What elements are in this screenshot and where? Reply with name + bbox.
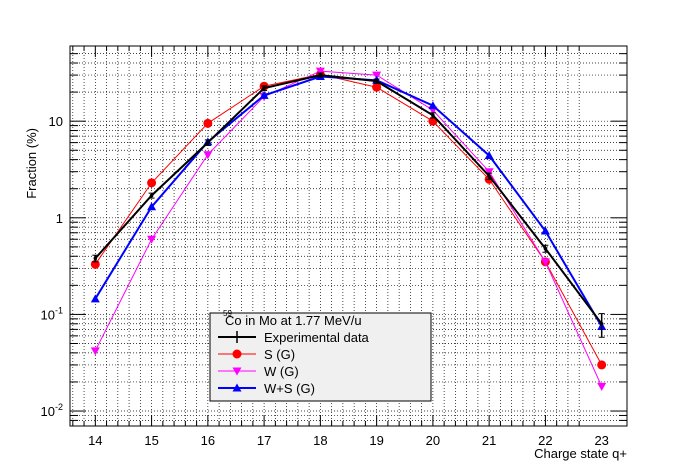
- legend-title-superscript: 59: [223, 309, 232, 318]
- series-layer: [90, 67, 607, 391]
- x-tick-label: 15: [144, 433, 158, 448]
- data-point: [428, 101, 438, 110]
- y-tick-label: 10: [49, 114, 63, 129]
- series-line: [94, 73, 603, 366]
- data-point: [540, 226, 550, 235]
- series-line: [94, 70, 603, 387]
- data-point: [372, 71, 382, 80]
- legend-label: W+S (G): [264, 381, 315, 396]
- data-point: [147, 235, 157, 244]
- data-point: [484, 168, 494, 177]
- data-point: [315, 67, 325, 76]
- legend: 59 Co in Mo at 1.77 MeV/u Experimental d…: [209, 309, 432, 402]
- data-point: [149, 193, 154, 198]
- data-point: [543, 246, 548, 251]
- x-axis-title: Charge state q+: [534, 446, 627, 461]
- data-point: [484, 151, 494, 160]
- x-tick-label: 22: [538, 433, 552, 448]
- legend-entry: W+S (G): [218, 381, 315, 396]
- x-tick-label: 21: [482, 433, 496, 448]
- x-tick-label: 16: [201, 433, 215, 448]
- data-point: [487, 174, 491, 178]
- legend-entry: Experimental data: [218, 330, 370, 345]
- legend-marker: [232, 383, 242, 392]
- x-tick-label: 19: [369, 433, 383, 448]
- data-point: [147, 178, 157, 188]
- axis-ticks: [70, 45, 627, 427]
- plot-frame: [69, 45, 628, 427]
- x-tick-label: 14: [88, 433, 102, 448]
- legend-label: W (G): [264, 364, 299, 379]
- data-point: [93, 256, 98, 261]
- x-tick-label: 23: [594, 433, 608, 448]
- data-point: [540, 258, 550, 267]
- tick-labels: 14 15 16 17 18 19 20 21 22 23 10-2 10-1 1 10: [41, 114, 609, 448]
- data-point: [599, 321, 604, 326]
- legend-label: S (G): [264, 347, 295, 362]
- legend-marker: [232, 349, 242, 359]
- data-point: [318, 73, 323, 77]
- y-tick-label: 1: [56, 211, 63, 226]
- legend-label: Experimental data: [264, 330, 370, 345]
- y-tick-label: 10-1: [41, 305, 63, 322]
- y-axis-title: Fraction (%): [24, 128, 39, 199]
- data-point: [597, 382, 607, 391]
- legend-entry: S (G): [218, 347, 295, 362]
- data-point: [259, 90, 269, 99]
- y-tick-label: 10-2: [41, 402, 63, 419]
- data-point: [597, 360, 607, 370]
- x-tick-label: 17: [257, 433, 271, 448]
- data-point: [203, 118, 213, 128]
- legend-entry: W (G): [218, 364, 299, 379]
- legend-marker: [232, 367, 242, 376]
- data-point: [262, 86, 266, 90]
- data-point: [374, 79, 379, 83]
- x-tick-label: 18: [313, 433, 327, 448]
- data-point: [90, 294, 100, 303]
- series-line: [94, 74, 603, 325]
- data-point: [90, 347, 100, 356]
- data-point: [372, 82, 382, 92]
- data-point: [431, 113, 435, 118]
- x-tick-label: 20: [426, 433, 440, 448]
- legend-title: Co in Mo at 1.77 MeV/u: [225, 313, 362, 328]
- data-point: [206, 140, 210, 145]
- data-point: [203, 151, 213, 160]
- series-experimental-data: [92, 72, 605, 338]
- data-point: [147, 202, 157, 211]
- legend-box: [209, 312, 432, 402]
